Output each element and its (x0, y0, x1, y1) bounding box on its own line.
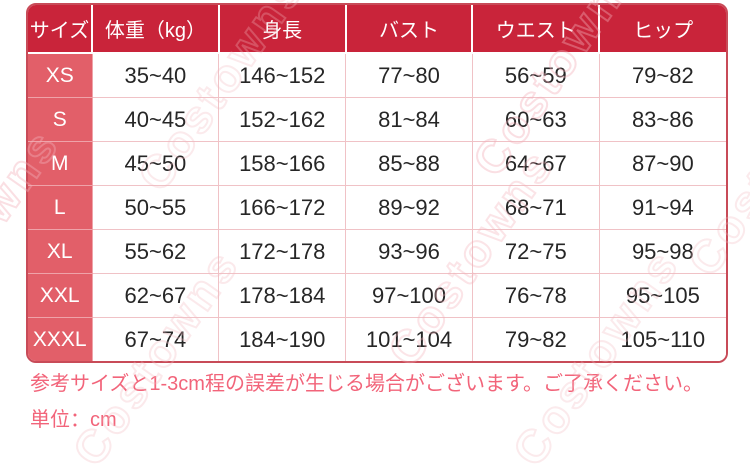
size-chart: サイズ 体重（kg） 身長 バスト ウエスト ヒップ XS 35~40 146~152 77~8… (28, 5, 726, 361)
size-label-cell: XL (28, 229, 93, 274)
value-cell: 55~62 (91, 229, 220, 274)
value-cell: 79~82 (471, 317, 600, 361)
value-cell: 83~86 (598, 97, 726, 142)
value-cell: 87~90 (598, 141, 726, 186)
size-chart-table: サイズ 体重（kg） 身長 バスト ウエスト ヒップ XS 35~40 146~152 77~8… (26, 3, 728, 363)
value-cell: 172~178 (218, 229, 347, 274)
value-cell: 166~172 (218, 185, 347, 230)
column-header: ヒップ (599, 5, 726, 54)
value-cell: 97~100 (345, 273, 473, 318)
value-cell: 178~184 (218, 273, 347, 318)
value-cell: 146~152 (218, 52, 347, 98)
size-label-cell: S (28, 97, 93, 142)
value-cell: 93~96 (345, 229, 473, 274)
value-cell: 91~94 (598, 185, 726, 230)
value-cell: 77~80 (345, 52, 473, 98)
value-cell: 81~84 (345, 97, 473, 142)
value-cell: 85~88 (345, 141, 473, 186)
value-cell: 158~166 (218, 141, 347, 186)
table-row: XS 35~40 146~152 77~80 56~59 79~82 (28, 52, 726, 98)
column-header: 体重（kg） (92, 5, 220, 54)
table-row: XXXL 67~74 184~190 101~104 79~82 105~110 (28, 317, 726, 361)
value-cell: 76~78 (471, 273, 600, 318)
table-row: M 45~50 158~166 85~88 64~67 87~90 (28, 141, 726, 186)
notes-block: 参考サイズと1-3cm程の誤差が生じる場合がございます。ご了承ください。 単位：… (30, 374, 703, 446)
value-cell: 50~55 (91, 185, 220, 230)
table-row: S 40~45 152~162 81~84 60~63 83~86 (28, 97, 726, 142)
column-header: 身長 (218, 5, 347, 54)
value-cell: 95~105 (598, 273, 726, 318)
value-cell: 72~75 (471, 229, 600, 274)
table-row: XXL 62~67 178~184 97~100 76~78 95~105 (28, 273, 726, 318)
value-cell: 105~110 (598, 317, 726, 361)
value-cell: 45~50 (91, 141, 220, 186)
value-cell: 64~67 (471, 141, 600, 186)
header-row: サイズ 体重（kg） 身長 バスト ウエスト ヒップ (28, 5, 726, 54)
value-cell: 35~40 (91, 52, 220, 98)
column-header: バスト (345, 5, 474, 54)
value-cell: 67~74 (91, 317, 220, 361)
size-label-cell: XXL (28, 273, 93, 318)
value-cell: 62~67 (91, 273, 220, 318)
column-header: サイズ (28, 5, 93, 54)
size-label-cell: XXXL (28, 317, 93, 361)
value-cell: 68~71 (471, 185, 600, 230)
value-cell: 79~82 (598, 52, 726, 98)
unit-note: 単位：cm (30, 409, 117, 431)
tolerance-note: 参考サイズと1-3cm程の誤差が生じる場合がございます。ご了承ください。 (30, 373, 703, 395)
size-label-cell: M (28, 141, 93, 186)
value-cell: 95~98 (598, 229, 726, 274)
value-cell: 56~59 (471, 52, 600, 98)
value-cell: 89~92 (345, 185, 473, 230)
column-header: ウエスト (472, 5, 601, 54)
value-cell: 40~45 (91, 97, 220, 142)
value-cell: 184~190 (218, 317, 347, 361)
value-cell: 101~104 (345, 317, 473, 361)
size-label-cell: L (28, 185, 93, 230)
value-cell: 60~63 (471, 97, 600, 142)
size-label-cell: XS (28, 52, 93, 98)
table-row: L 50~55 166~172 89~92 68~71 91~94 (28, 185, 726, 230)
table-row: XL 55~62 172~178 93~96 72~75 95~98 (28, 229, 726, 274)
value-cell: 152~162 (218, 97, 347, 142)
